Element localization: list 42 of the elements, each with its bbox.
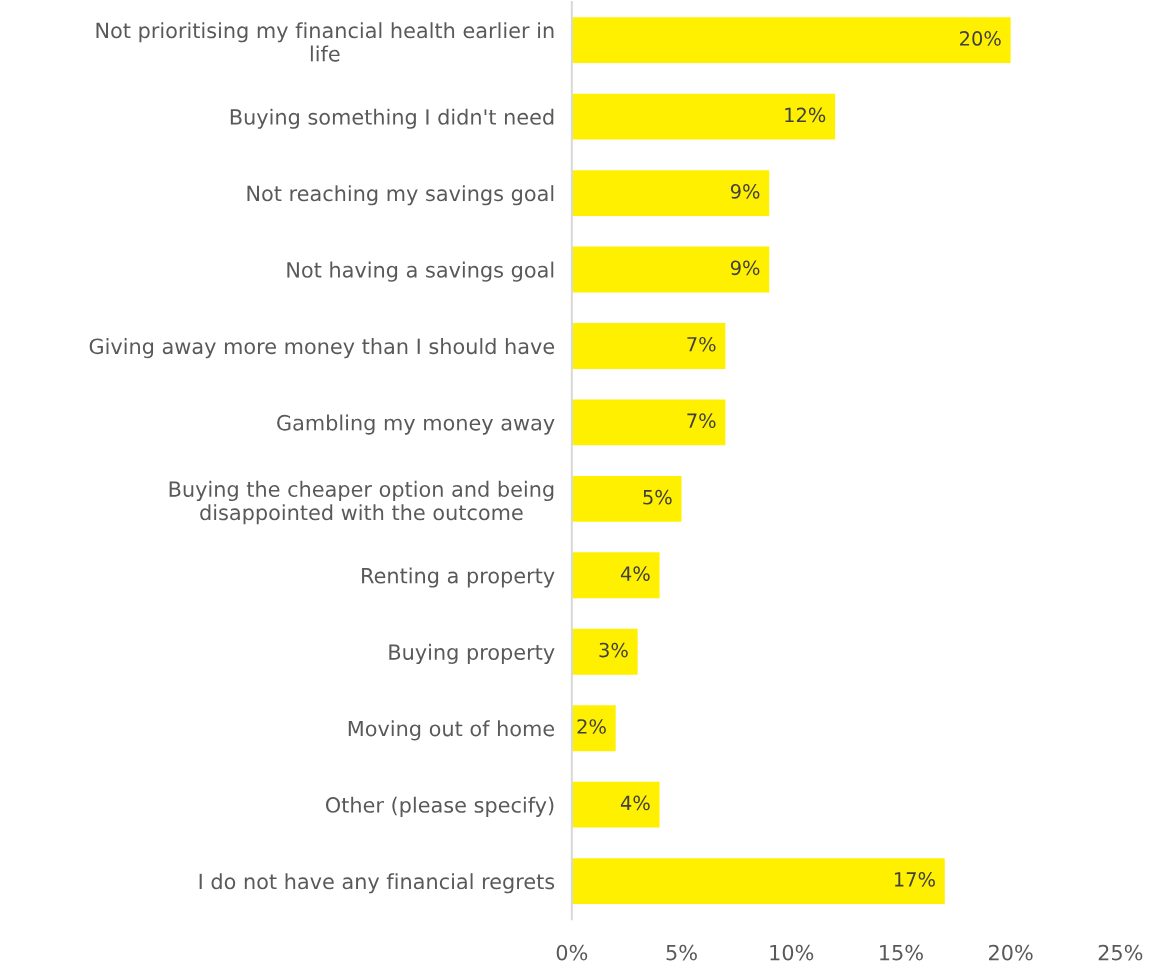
data-label: 4% — [620, 795, 650, 811]
bar — [571, 17, 1011, 64]
bar — [571, 323, 726, 369]
data-label: 12% — [785, 107, 826, 123]
data-label: 9% — [730, 184, 760, 199]
data-label: 9% — [730, 260, 760, 276]
x-tick-label: 5% — [666, 944, 697, 961]
x-tick-label: 25% — [1098, 944, 1143, 961]
x-tick-label: 10% — [770, 944, 814, 961]
data-label: 20% — [960, 31, 1001, 46]
bar — [571, 552, 660, 599]
bar — [571, 399, 726, 446]
data-label: 7% — [687, 336, 716, 352]
bar — [571, 705, 616, 752]
y-tick-label: Renting a property — [362, 567, 555, 588]
y-tick-label: Other (please specify) — [325, 796, 554, 817]
y-tick-label: Buying the cheaper option and being disappointed with the outcome — [169, 480, 554, 525]
bar — [571, 781, 660, 828]
bar — [571, 93, 836, 140]
data-label: 7% — [687, 413, 716, 429]
data-label: 5% — [643, 489, 672, 505]
x-tick-label: 20% — [989, 944, 1033, 961]
data-label: 2% — [577, 719, 606, 734]
data-label: 17% — [894, 872, 935, 887]
y-tick-label: I do not have any financial regrets — [199, 873, 555, 894]
y-tick-label: Not having a savings goal — [287, 261, 554, 282]
y-tick-label: Gambling my money away — [277, 414, 555, 435]
y-tick-label: Giving away more money than I should have — [89, 338, 555, 359]
bar — [571, 170, 770, 217]
y-tick-label: Buying something I didn't need — [230, 108, 554, 129]
y-tick-label: Not prioritising my financial health earlier in life — [96, 22, 554, 62]
bar — [571, 858, 945, 905]
bar — [571, 628, 638, 675]
y-tick-label: Not reaching my savings goal — [247, 185, 554, 206]
bar — [571, 246, 770, 293]
x-tick-label: 15% — [880, 944, 923, 961]
data-label: 4% — [620, 566, 650, 581]
x-tick-label: 0% — [556, 944, 588, 961]
y-tick-label: Buying property — [389, 643, 555, 664]
bar — [571, 475, 682, 522]
data-label: 3% — [599, 642, 628, 658]
y-tick-label: Moving out of home — [348, 720, 555, 741]
